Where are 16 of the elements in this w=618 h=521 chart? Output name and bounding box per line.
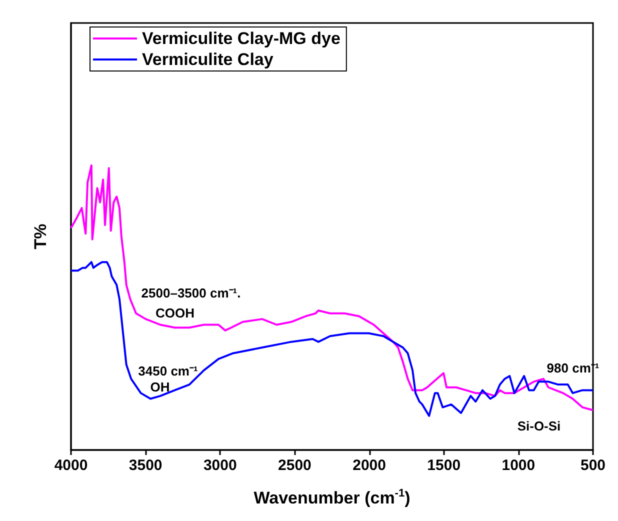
annotation: 2500–3500 cm⁻¹. — [141, 286, 241, 300]
y-axis-title: T% — [31, 224, 50, 250]
x-tick-label: 1500 — [427, 457, 461, 474]
x-tick-label: 3000 — [203, 457, 237, 474]
x-tick-label: 3500 — [128, 457, 162, 474]
legend-label: Vermiculite Clay — [142, 50, 274, 69]
x-tick-label: 4000 — [54, 457, 88, 474]
annotation: Si-O-Si — [517, 418, 561, 434]
x-tick-label: 500 — [580, 457, 606, 474]
legend-label: Vermiculite Clay-MG dye — [142, 29, 340, 48]
x-tick-label: 1000 — [502, 457, 536, 474]
annotation: COOH — [156, 306, 194, 320]
annotation: OH — [150, 380, 170, 394]
x-tick-label: 2000 — [352, 457, 386, 474]
x-tick-label: 2500 — [278, 457, 312, 474]
annotation: 3450 cm⁻¹ — [138, 364, 198, 378]
